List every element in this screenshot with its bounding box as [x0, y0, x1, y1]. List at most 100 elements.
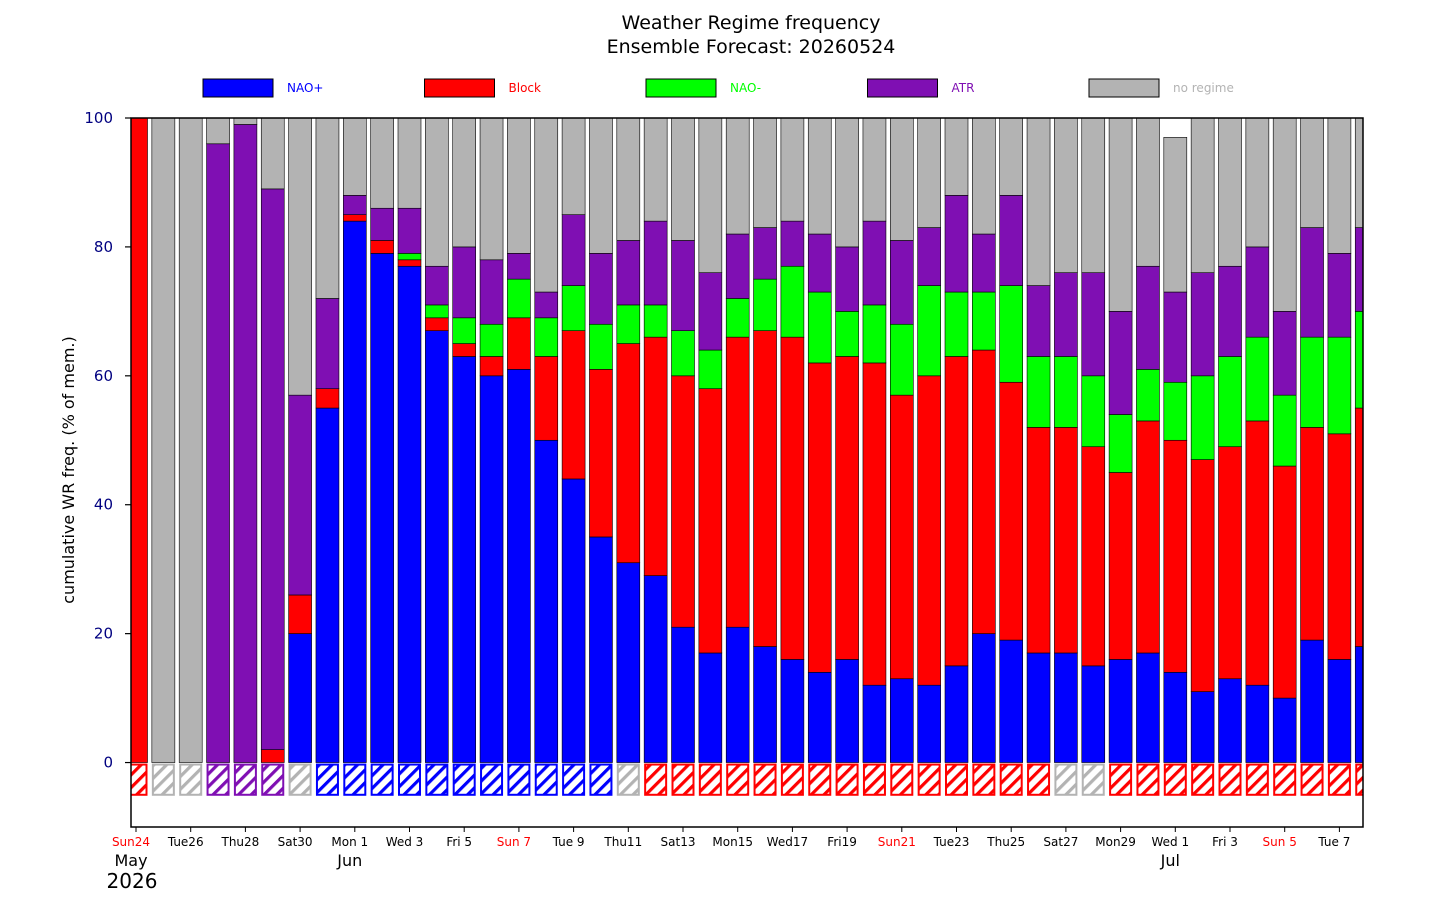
bar-segment-atr: [643, 220, 668, 306]
y-tick-label: 80: [94, 238, 113, 256]
legend-swatch: [424, 78, 495, 98]
bar-segment-nao: [1026, 356, 1051, 428]
bar-segment-block: [889, 394, 914, 680]
bar-segment-no-regime: [753, 118, 777, 228]
bar-segment-block: [288, 594, 312, 634]
y-tick-label: 20: [94, 625, 113, 643]
bar-segment-nao: [671, 626, 695, 763]
bar-segment-block: [1136, 420, 1160, 654]
x-tick-label: Wed17: [767, 835, 808, 849]
bar-segment-nao: [1272, 697, 1297, 763]
year-label: 2026: [107, 869, 158, 893]
bar-segment-no-regime: [1327, 118, 1352, 254]
regime-marker: [698, 763, 722, 796]
x-tick-label: Wed 3: [386, 835, 424, 849]
bar-segment-nao: [288, 633, 312, 763]
bar-segment-atr: [561, 214, 586, 286]
bar-segment-nao: [534, 439, 559, 763]
bar-segment-nao: [1026, 652, 1051, 763]
bar-segment-atr: [807, 233, 832, 293]
bar-segment-nao: [972, 633, 996, 763]
legend-label: ATR: [952, 81, 975, 95]
bar-segment-block: [397, 259, 422, 267]
bar-segment-block: [479, 356, 504, 377]
x-tick-label: Mon29: [1095, 835, 1136, 849]
bar-segment-nao: [397, 265, 422, 763]
regime-marker: [1054, 763, 1078, 796]
regime-marker: [1191, 763, 1215, 796]
bar-segment-no-regime: [397, 118, 422, 209]
regime-marker: [261, 763, 285, 796]
regime-marker: [780, 763, 804, 796]
legend-label: Block: [509, 81, 542, 95]
bar-segment-atr: [507, 253, 531, 280]
bar-segment-nao: [425, 330, 449, 763]
regime-marker: [452, 763, 476, 796]
x-tick-label: Thu11: [603, 835, 642, 849]
bar-segment-nao: [589, 536, 613, 763]
bar-segment-atr: [1218, 265, 1242, 357]
bar-segment-no-regime: [944, 118, 969, 196]
bar-segment-nao: [1190, 375, 1215, 460]
bar-segment-atr: [889, 240, 914, 325]
bar-segment-block: [643, 336, 668, 576]
bar-segment-nao: [698, 652, 723, 763]
bar-segment-block: [862, 362, 887, 686]
x-tick-label: Fri19: [827, 835, 857, 849]
bar-segment-atr: [315, 298, 340, 390]
regime-marker: [370, 763, 394, 796]
bar-segment-nao: [425, 304, 449, 319]
regime-marker: [131, 763, 148, 796]
bar-segment-block: [370, 240, 394, 254]
bar-segment-no-regime: [315, 118, 340, 299]
regime-marker: [1327, 763, 1351, 796]
bar-segment-nao: [725, 298, 750, 338]
legend-label: NAO+: [287, 81, 323, 95]
bar-segment-nao: [561, 285, 586, 331]
bar-segment-nao: [1136, 369, 1160, 422]
x-tick-label: Fri 3: [1212, 835, 1238, 849]
bar-segment-nao: [972, 291, 996, 351]
bar-segment-block: [835, 356, 859, 660]
y-tick-label: 100: [84, 109, 113, 127]
stacked-bars: [131, 118, 1363, 763]
bar-segment-nao: [889, 323, 914, 396]
regime-marker: [999, 763, 1023, 796]
regime-marker: [726, 763, 750, 796]
bar-segment-no-regime: [1026, 118, 1051, 286]
regime-marker: [972, 763, 996, 796]
regime-marker: [616, 763, 640, 796]
bar-segment-nao: [507, 369, 531, 763]
regime-marker: [862, 763, 886, 796]
regime-marker: [151, 763, 175, 796]
regime-marker: [1027, 763, 1051, 796]
bar-segment-atr: [725, 233, 750, 299]
x-tick-label: Mon 1: [331, 835, 368, 849]
bar-segment-atr: [1081, 272, 1106, 377]
dominant-regime-strip: [131, 763, 1363, 796]
bar-segment-block: [1163, 439, 1188, 673]
bar-segment-no-regime: [479, 118, 504, 261]
bar-segment-no-regime: [1163, 137, 1188, 293]
regime-marker: [425, 763, 449, 796]
bar-segment-no-regime: [425, 118, 449, 267]
bar-segment-block: [1054, 427, 1078, 654]
bar-segment-block: [131, 118, 148, 763]
bar-segment-atr: [1354, 227, 1363, 312]
x-tick-label: Sat27: [1043, 835, 1078, 849]
bar-segment-atr: [1300, 227, 1324, 338]
month-label: May: [114, 851, 147, 870]
bar-segment-nao: [1327, 336, 1352, 435]
bar-segment-atr: [452, 246, 477, 319]
bar-segment-no-regime: [725, 118, 750, 235]
regime-marker: [562, 763, 586, 796]
bar-segment-atr: [206, 143, 230, 763]
bar-segment-nao: [479, 375, 504, 763]
bar-segment-nao: [862, 304, 887, 364]
legend-swatch: [645, 78, 717, 98]
bar-segment-no-regime: [972, 118, 996, 235]
bar-segment-nao: [1108, 659, 1133, 763]
bar-segment-nao: [1081, 665, 1106, 763]
legend-swatch: [202, 78, 274, 98]
regime-marker: [480, 763, 504, 796]
